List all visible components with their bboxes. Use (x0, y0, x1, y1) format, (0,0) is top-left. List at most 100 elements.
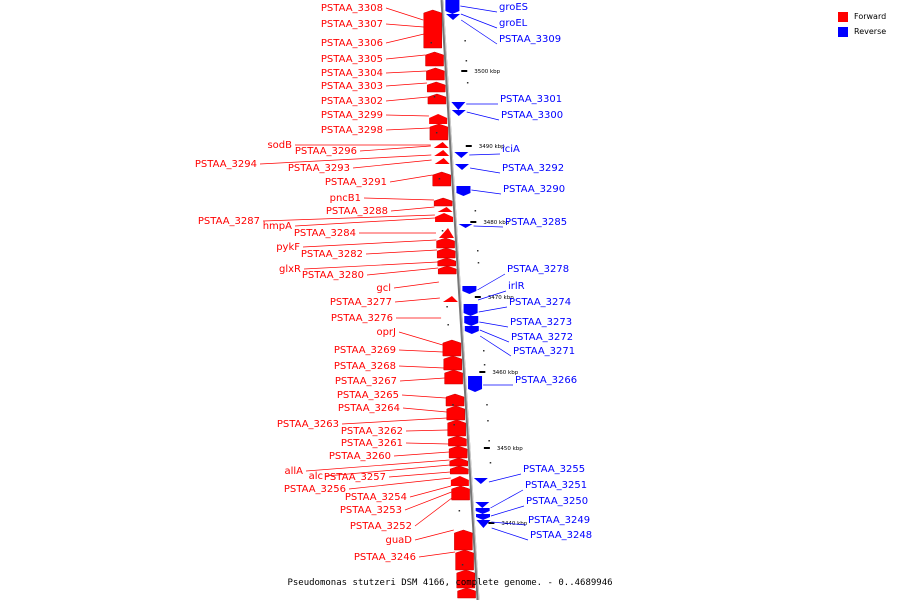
forward-gene-label: PSTAA_3257 (324, 472, 386, 483)
forward-gene-label: alc (309, 471, 323, 482)
forward-leader-line (409, 485, 452, 498)
forward-leader-line (388, 471, 451, 478)
forward-gene-feature (427, 93, 447, 105)
forward-gene-feature (455, 549, 474, 571)
forward-gene-feature (444, 369, 463, 385)
forward-swatch-icon (838, 11, 848, 22)
forward-leader-line (366, 267, 439, 276)
forward-gene-feature (436, 247, 456, 259)
minor-mark (466, 82, 469, 84)
forward-gene-label: PSTAA_3299 (321, 110, 383, 121)
forward-gene-feature (436, 237, 455, 249)
reverse-gene-label: irlR (508, 281, 525, 292)
forward-gene-label: PSTAA_3304 (321, 68, 383, 79)
forward-leader-line (399, 377, 445, 382)
scale-tick-label: 3500 kbp (474, 69, 500, 75)
reverse-gene-label: PSTAA_3251 (525, 480, 587, 491)
reverse-leader-line (460, 5, 498, 13)
reverse-gene-feature (475, 508, 490, 514)
forward-gene-label: PSTAA_3291 (325, 177, 387, 188)
minor-mark (433, 96, 436, 98)
reverse-leader-line (470, 167, 501, 174)
forward-leader-line (393, 451, 450, 457)
forward-leader-line (365, 249, 438, 255)
forward-leader-line (393, 281, 439, 289)
minor-mark (453, 424, 455, 426)
reverse-leader-line (477, 273, 506, 291)
reverse-gene-label: PSTAA_3255 (523, 464, 585, 475)
forward-gene-feature (432, 171, 451, 187)
label-leader-lines (259, 5, 529, 558)
forward-gene-label: PSTAA_3264 (338, 403, 400, 414)
reverse-gene-feature (456, 186, 471, 196)
forward-leader-line (385, 82, 428, 87)
forward-gene-feature (447, 419, 466, 437)
forward-leader-line (294, 217, 436, 227)
reverse-gene-label: groEL (499, 18, 528, 29)
forward-gene-label: gcl (376, 283, 391, 294)
reverse-gene-feature (451, 110, 466, 116)
reverse-gene-feature (468, 376, 483, 392)
forward-leader-line (405, 429, 448, 432)
forward-gene-label: PSTAA_3269 (334, 345, 396, 356)
reverse-gene-label: iciA (502, 144, 520, 155)
reverse-gene-feature (464, 326, 479, 334)
reverse-gene-label: PSTAA_3272 (511, 332, 573, 343)
forward-leader-line (414, 497, 453, 527)
reverse-leader-line (478, 306, 508, 313)
forward-leader-line (402, 407, 447, 413)
forward-leader-line (341, 417, 448, 425)
forward-gene-feature (435, 213, 454, 222)
reverse-gene-feature (476, 514, 491, 520)
forward-gene-feature (450, 476, 469, 486)
forward-gene-label: PSTAA_3256 (284, 484, 346, 495)
reverse-gene-label: PSTAA_3309 (499, 34, 561, 45)
forward-gene-label: oprJ (376, 327, 396, 338)
forward-gene-label: PSTAA_3294 (195, 159, 257, 170)
reverse-leader-line (479, 335, 512, 357)
legend-item-forward: Forward (838, 9, 886, 24)
forward-leader-line (385, 127, 430, 131)
scale-tick-mark (479, 371, 486, 373)
forward-leader-line (398, 331, 443, 346)
forward-gene-label: PSTAA_3253 (340, 505, 402, 516)
minor-mark (461, 564, 464, 566)
forward-gene-feature (442, 296, 458, 302)
forward-gene-label: pykF (276, 242, 300, 253)
forward-gene-feature (449, 457, 468, 467)
minor-mark (477, 250, 479, 252)
scale-tick-label: 3480 kbp (483, 220, 509, 226)
reverse-gene-label: PSTAA_3301 (500, 94, 562, 105)
reverse-gene-feature (464, 316, 479, 326)
forward-gene-feature (426, 81, 446, 93)
forward-gene-label: PSTAA_3254 (345, 492, 407, 503)
scale-tick-label: 3460 kbp (492, 370, 518, 376)
reverse-gene-label: PSTAA_3300 (501, 110, 563, 121)
reverse-leader-line (466, 111, 500, 121)
reverse-leader-line (490, 505, 525, 517)
forward-gene-feature (434, 158, 450, 164)
forward-gene-feature (433, 197, 453, 207)
reverse-gene-feature (451, 102, 466, 110)
forward-gene-feature (446, 405, 466, 421)
reverse-leader-line (473, 225, 504, 228)
forward-gene-label: PSTAA_3303 (321, 81, 383, 92)
minor-mark (488, 440, 490, 442)
forward-gene-label: glxR (279, 264, 301, 275)
forward-leader-line (394, 297, 440, 303)
reverse-gene-feature (445, 0, 460, 14)
forward-gene-label: PSTAA_3277 (330, 297, 392, 308)
reverse-gene-label: PSTAA_3248 (530, 530, 592, 541)
reverse-gene-feature (473, 478, 488, 484)
forward-gene-feature (429, 123, 449, 141)
scale-tick-mark (483, 447, 490, 449)
reverse-gene-label: PSTAA_3285 (505, 217, 567, 228)
forward-gene-label: PSTAA_3298 (321, 125, 383, 136)
forward-gene-feature (449, 465, 469, 475)
forward-gene-label: PSTAA_3308 (321, 3, 383, 14)
reverse-gene-feature (458, 224, 473, 228)
minor-mark (447, 324, 449, 326)
minor-mark (438, 178, 441, 180)
forward-gene-feature (451, 485, 470, 501)
reverse-gene-feature (446, 14, 461, 20)
